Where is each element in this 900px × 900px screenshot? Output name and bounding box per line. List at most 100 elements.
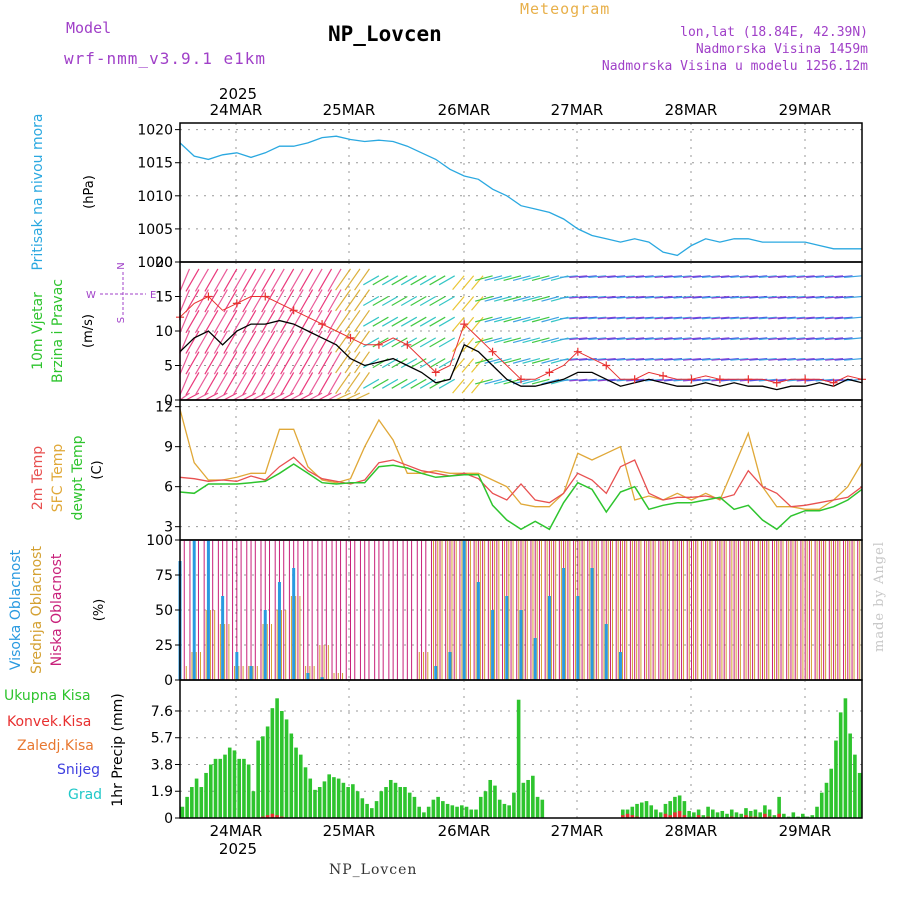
- top-axis-date: 26MAR: [438, 101, 491, 119]
- precip-total-bar: [848, 733, 852, 818]
- precip-total-bar: [497, 799, 502, 818]
- wind-gust-marker: [403, 340, 412, 349]
- pressure-ytick-label: 1020: [137, 123, 173, 139]
- location-lonlat: lon,lat (18.84E, 42.39N): [680, 25, 868, 40]
- precip-total-bar: [270, 708, 275, 818]
- bottom-axis-date: 29MAR: [779, 822, 832, 840]
- bottom-axis-date: 26MAR: [438, 822, 491, 840]
- wind-gust-marker: [659, 371, 668, 380]
- precip-conv-bar: [777, 813, 781, 818]
- precip-total-bar: [469, 809, 474, 818]
- precip-total-bar: [384, 787, 388, 818]
- precip-total-bar: [227, 747, 232, 818]
- precip-total-bar: [715, 812, 720, 818]
- precip-total-bar: [483, 791, 488, 818]
- precip-total-bar: [711, 809, 715, 818]
- precip-total-bar: [298, 754, 303, 818]
- precip-total-bar: [407, 792, 412, 818]
- wind-gust-marker: [261, 292, 270, 301]
- precip-total-bar: [478, 796, 483, 818]
- wind-gust-marker: [573, 347, 582, 356]
- precip-total-bar: [516, 699, 521, 818]
- precip-conv-bar: [744, 815, 748, 818]
- wind-gust-marker: [545, 368, 554, 377]
- precip-total-bar: [398, 787, 403, 818]
- top-axis-year: 2025: [219, 85, 257, 103]
- precip-conv-bar: [625, 813, 630, 818]
- precip-total-bar: [355, 791, 360, 818]
- precip-conv-bar: [265, 815, 270, 818]
- precip-total-bar: [758, 812, 762, 818]
- precip-total-bar: [246, 764, 251, 818]
- precip-total-bar: [725, 813, 729, 818]
- precip-conv-bar: [668, 815, 672, 818]
- temp-unit: (C): [90, 460, 105, 479]
- clouds-ytick-label: 25: [155, 638, 173, 654]
- precip-total-bar: [388, 779, 393, 818]
- precip-total-bar: [621, 809, 625, 818]
- precip-total-bar: [313, 789, 317, 818]
- temperature-ytick-label: 9: [164, 440, 173, 456]
- precip-total-bar: [441, 801, 445, 818]
- wind-ylabel-1: 10m Vjetar: [30, 292, 46, 370]
- precip-ytick-label: 7.6: [151, 704, 173, 720]
- cloud-high-bar: [277, 582, 281, 680]
- precip-total-bar: [256, 740, 260, 818]
- precip-ytick-label: 1.9: [151, 784, 173, 800]
- meteogram-label: Meteogram: [520, 0, 611, 18]
- wind-ytick-label: 5: [164, 359, 173, 375]
- temp-ylabel-1: 2m Temp: [30, 446, 46, 510]
- wind-ytick-label: 0: [164, 393, 173, 409]
- cloud-unit: (%): [92, 599, 107, 622]
- precip-total-bar: [275, 698, 279, 818]
- precip-total-bar: [644, 801, 649, 818]
- precip-total-bar: [800, 813, 805, 818]
- precip-total-bar: [185, 796, 189, 818]
- precip-total-bar: [815, 806, 819, 818]
- precip-total-bar: [208, 764, 213, 818]
- wind-gust-marker: [602, 361, 611, 370]
- cloud-high-bar: [263, 610, 267, 680]
- t2m-line: [179, 456, 863, 508]
- temp-ylabel-2: SFC Temp: [50, 444, 66, 513]
- pressure-ylabel: Pritisak na nivou mora: [30, 113, 46, 270]
- precip-total-bar: [677, 795, 682, 818]
- precip-total-bar: [824, 782, 829, 818]
- model-name: wrf-nmm_v3.9.1 e1km: [64, 49, 267, 68]
- precip-total-bar: [639, 802, 644, 818]
- precip-total-bar: [682, 801, 687, 818]
- precip-total-bar: [280, 710, 284, 818]
- wind-gust-marker: [829, 378, 838, 387]
- temperature-frame: [179, 399, 863, 541]
- cloud-high-bar: [462, 540, 466, 680]
- wind-gust-marker: [431, 368, 440, 377]
- precip-total-bar: [829, 768, 834, 818]
- precip-total-bar: [507, 805, 511, 818]
- precip-total-bar: [635, 803, 639, 818]
- precip-total-bar: [346, 787, 350, 818]
- precip-ytick-label: 0: [164, 811, 173, 827]
- precip-total-bar: [696, 809, 701, 818]
- bottom-axis-date: 24MAR: [210, 822, 263, 840]
- precip-total-bar: [194, 778, 199, 818]
- precip-conv-bar: [677, 810, 682, 818]
- precip-conv-bar: [270, 813, 275, 818]
- wind-ytick-label: 20: [155, 255, 173, 271]
- cloud-high-bar: [292, 568, 296, 680]
- wind-gust-marker: [204, 292, 213, 301]
- precip-total-bar: [531, 775, 535, 818]
- temperature-ytick-label: 3: [164, 520, 173, 536]
- pressure-ytick-label: 1010: [137, 189, 173, 205]
- wind-ylabel-2: Brzina i Pravac: [50, 279, 66, 383]
- pressure-unit: (hPa): [82, 175, 97, 209]
- wind-ytick-label: 10: [155, 324, 173, 340]
- precip-total-bar: [308, 778, 313, 818]
- location-altitude: Nadmorska Visina 1459m: [695, 42, 868, 57]
- precip-conv-bar: [696, 815, 701, 818]
- precip-total-bar: [360, 798, 365, 818]
- precip-total-bar: [412, 796, 417, 818]
- legend-frz: Zaledj.Kisa: [17, 738, 94, 754]
- precip-conv-bar: [763, 813, 767, 818]
- precip-total-bar: [180, 806, 185, 818]
